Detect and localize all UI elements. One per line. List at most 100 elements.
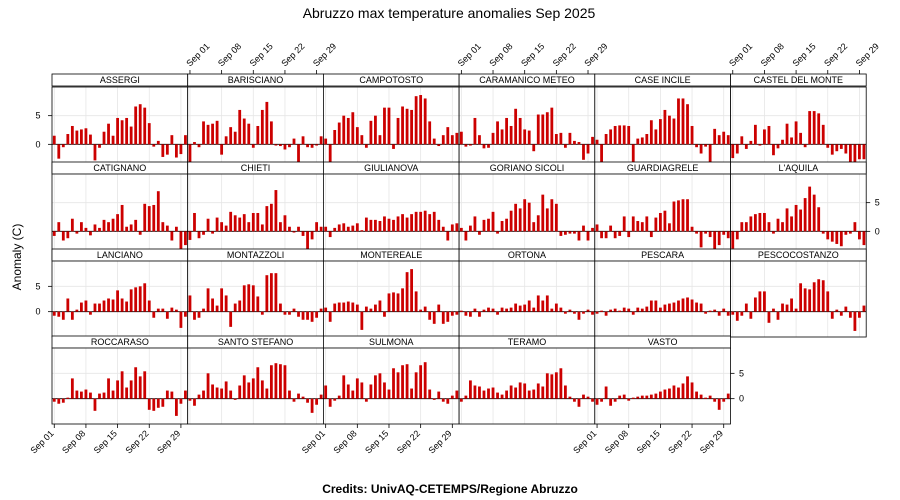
bar	[554, 303, 558, 312]
bar	[830, 311, 834, 319]
plot-area	[323, 174, 460, 260]
bar	[699, 144, 703, 154]
bar	[532, 144, 536, 152]
bar	[75, 309, 79, 312]
bar	[193, 212, 196, 232]
bar	[89, 134, 92, 145]
bar	[432, 398, 436, 400]
bar	[392, 144, 395, 149]
bar	[482, 309, 486, 312]
panel-label: GUARDIAGRELE	[627, 163, 699, 173]
bar	[61, 311, 65, 320]
bar	[156, 308, 160, 312]
bar	[174, 309, 178, 312]
bar	[455, 132, 459, 145]
bar	[663, 210, 667, 232]
bar	[138, 231, 142, 235]
bar	[84, 227, 88, 232]
bar	[374, 115, 377, 145]
panel-giulianova: GIULIANOVA	[322, 161, 460, 261]
bar	[80, 222, 83, 232]
bar	[835, 144, 839, 152]
x-tick-label: Sep 15	[363, 428, 390, 455]
bar	[505, 117, 508, 145]
bar	[202, 231, 205, 235]
panel-label: CAMPOTOSTO	[359, 75, 423, 85]
bar	[369, 384, 373, 399]
bar	[84, 389, 88, 399]
bar	[500, 394, 504, 399]
bar	[215, 305, 219, 312]
y-tick-label: 5	[35, 281, 40, 291]
bar	[677, 98, 680, 145]
bar	[450, 311, 454, 316]
panel-pescara: PESCARA	[594, 248, 731, 338]
bar	[256, 125, 260, 145]
bar	[613, 231, 617, 239]
bar	[604, 386, 608, 399]
bar	[184, 135, 187, 145]
bar	[432, 138, 436, 145]
bar	[378, 135, 382, 145]
panel-caramanico-meteo: CARAMANICO METEO Sep 01 Sep 08 Sep 15 Sep 22…	[456, 41, 610, 174]
bar	[622, 394, 626, 399]
bar	[794, 204, 798, 232]
bar	[509, 210, 513, 232]
bar	[410, 214, 414, 232]
bar	[224, 381, 228, 399]
bar	[111, 299, 115, 312]
bar	[441, 135, 445, 145]
bar	[559, 307, 563, 312]
bar	[545, 112, 549, 145]
bar	[260, 311, 264, 315]
bar	[297, 226, 300, 232]
bar	[211, 298, 214, 312]
bar	[274, 190, 278, 232]
bar	[550, 199, 554, 232]
plot-area	[730, 261, 867, 337]
bar	[238, 217, 242, 232]
bar	[283, 144, 287, 150]
x-tick-label: Sep 01	[300, 428, 327, 455]
x-tick-label: Sep 01	[456, 41, 483, 68]
bar	[80, 302, 83, 312]
bar	[753, 124, 757, 145]
bar	[554, 134, 558, 145]
bar	[188, 144, 192, 163]
bar	[749, 140, 753, 145]
bar	[355, 304, 359, 312]
plot-area	[594, 261, 731, 337]
bar	[740, 136, 744, 145]
bar	[70, 125, 74, 145]
bar	[125, 301, 129, 312]
bar	[794, 121, 798, 145]
panel-label: BARISCIANO	[228, 75, 284, 85]
bar	[75, 231, 79, 234]
bar	[328, 311, 332, 322]
bar	[247, 222, 251, 232]
bar	[360, 135, 364, 145]
plot-area	[594, 174, 731, 260]
x-tick-label: Sep 08	[487, 41, 514, 68]
bar	[89, 311, 92, 315]
bar	[514, 387, 518, 399]
bar	[129, 289, 133, 312]
bar	[369, 219, 373, 232]
bar	[147, 300, 151, 312]
bar	[844, 231, 848, 235]
bar	[744, 144, 748, 149]
bar	[536, 383, 540, 399]
bar	[681, 98, 685, 145]
bar	[247, 382, 251, 399]
bar	[423, 98, 427, 145]
panel-frame	[594, 347, 731, 425]
bar	[143, 283, 147, 312]
x-tick-label: Sep 08	[216, 41, 243, 68]
bar	[220, 222, 224, 232]
bar	[735, 144, 739, 154]
bar	[410, 109, 414, 145]
bar	[672, 302, 676, 312]
bar	[464, 231, 468, 241]
bar	[487, 307, 490, 312]
